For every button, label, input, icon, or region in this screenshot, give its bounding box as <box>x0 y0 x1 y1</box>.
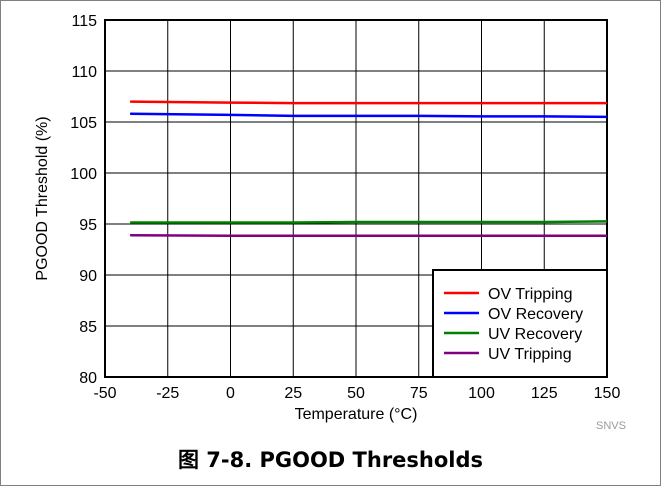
y-tick-label: 105 <box>70 115 97 132</box>
x-tick-label: 100 <box>468 385 495 402</box>
legend-label: UV Recovery <box>488 326 582 343</box>
y-axis-label: PGOOD Threshold (%) <box>34 116 51 280</box>
y-tick-label: 115 <box>71 13 97 30</box>
y-tick-label: 85 <box>79 319 97 336</box>
x-axis-label: Temperature (°C) <box>295 406 418 423</box>
legend-label: UV Tripping <box>488 346 572 363</box>
y-tick-label: 100 <box>70 166 97 183</box>
x-tick-label: 0 <box>226 385 235 402</box>
x-tick-label: 50 <box>347 385 365 402</box>
y-tick-label: 90 <box>79 268 97 285</box>
figure-caption: 图 7-8. PGOOD Thresholds <box>177 448 484 472</box>
y-tick-label: 80 <box>79 370 97 387</box>
x-tick-label: -25 <box>156 385 179 402</box>
legend-box <box>432 269 608 378</box>
series-line-uv-tripping <box>130 233 607 237</box>
plot-border <box>104 19 608 378</box>
x-tick-label: 25 <box>284 385 302 402</box>
series-line-uv-recovery <box>130 220 608 224</box>
series-line-ov-recovery <box>130 112 608 119</box>
watermark: SNVS <box>596 420 626 432</box>
x-tick-label: 150 <box>594 385 621 402</box>
x-tick-label: -50 <box>93 385 116 402</box>
legend-label: OV Recovery <box>488 306 583 323</box>
series-line-ov-tripping <box>130 100 607 105</box>
x-tick-label: 125 <box>531 385 558 402</box>
legend-label: OV Tripping <box>488 286 572 303</box>
y-tick-label: 95 <box>79 217 97 234</box>
x-tick-label: 75 <box>410 385 428 402</box>
y-tick-label: 110 <box>71 64 97 81</box>
